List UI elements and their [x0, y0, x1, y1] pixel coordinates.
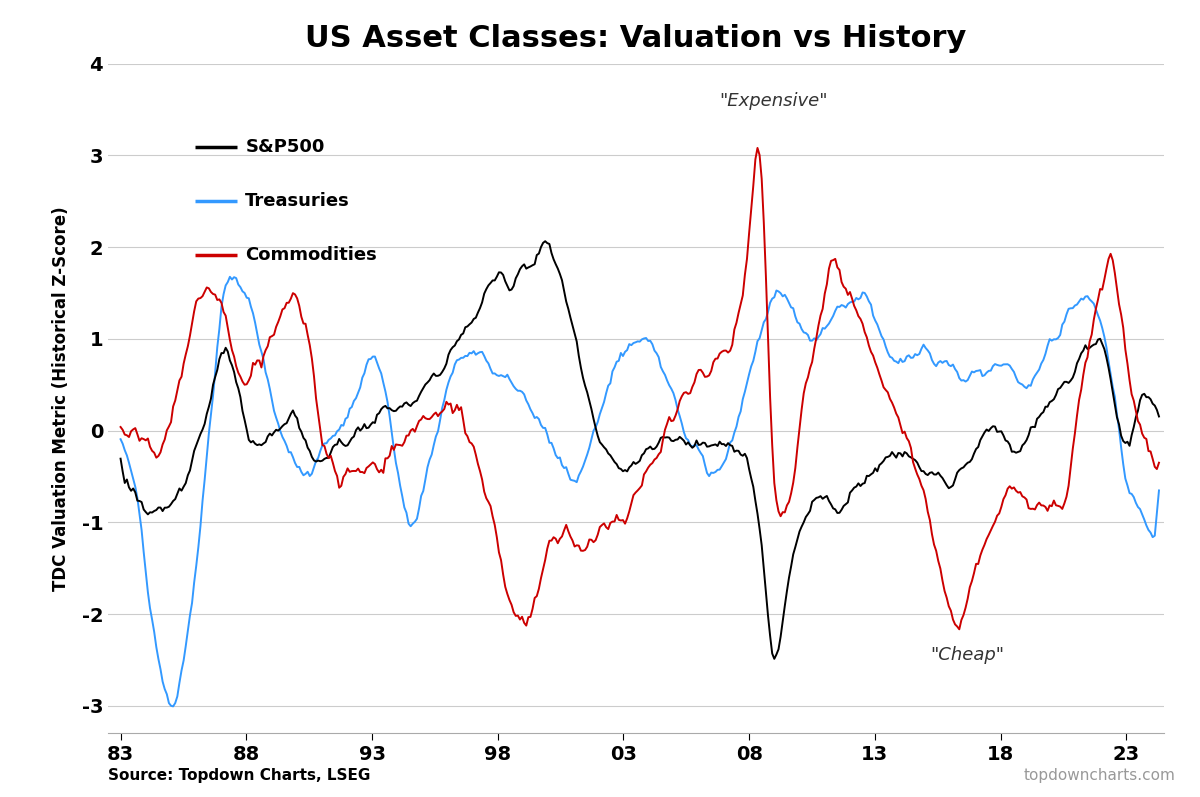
- Text: Source: Topdown Charts, LSEG: Source: Topdown Charts, LSEG: [108, 768, 371, 783]
- Text: S&P500: S&P500: [245, 139, 325, 156]
- Text: "Expensive": "Expensive": [719, 92, 828, 110]
- Text: Commodities: Commodities: [245, 245, 377, 264]
- Y-axis label: TDC Valuation Metric (Historical Z-Score): TDC Valuation Metric (Historical Z-Score…: [53, 206, 71, 591]
- Text: "Cheap": "Cheap": [930, 646, 1004, 664]
- Text: Treasuries: Treasuries: [245, 192, 350, 210]
- Text: topdowncharts.com: topdowncharts.com: [1024, 768, 1176, 783]
- Title: US Asset Classes: Valuation vs History: US Asset Classes: Valuation vs History: [305, 24, 967, 53]
